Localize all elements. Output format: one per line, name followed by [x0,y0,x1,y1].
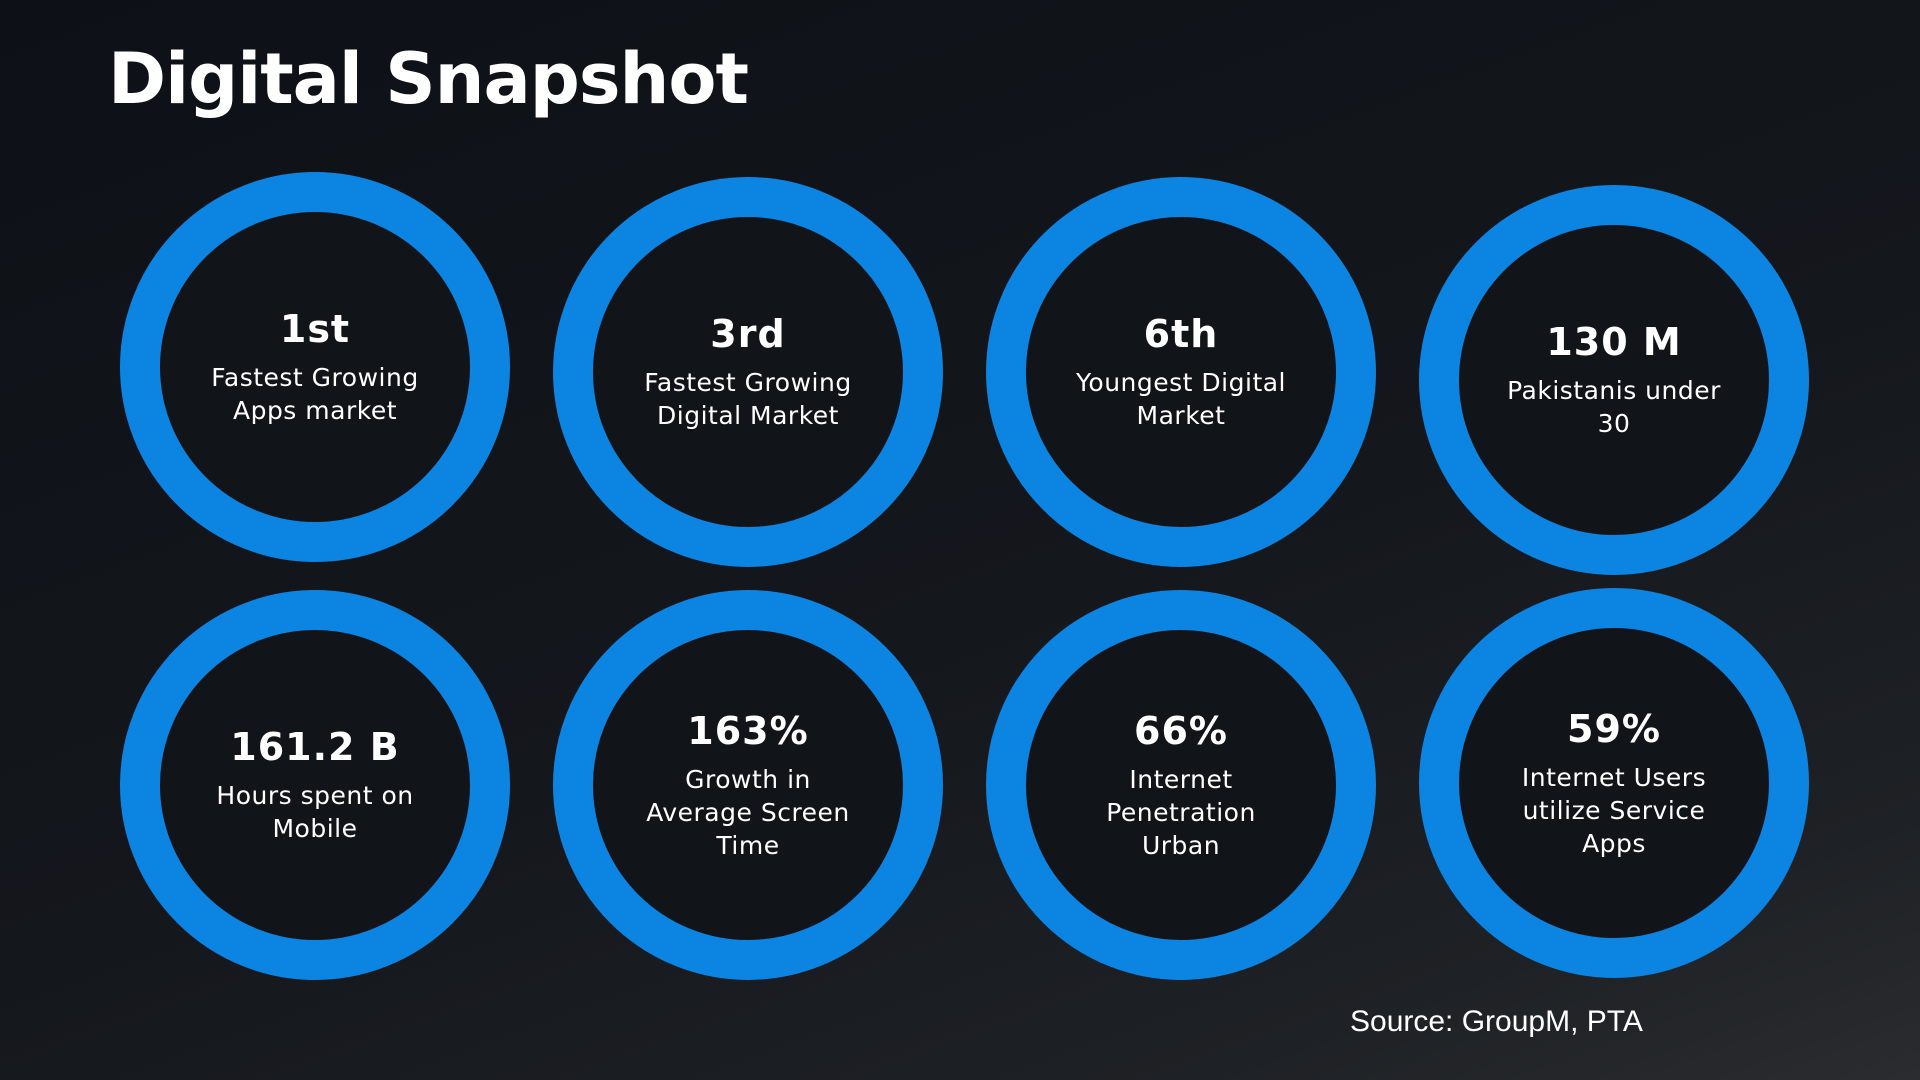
stat-value: 163% [687,708,809,753]
stat-label: Youngest Digital Market [1075,368,1287,430]
source-citation: Source: GroupM, PTA [1350,1005,1643,1038]
stat-value: 59% [1567,706,1661,751]
stat-value: 1st [279,307,351,351]
stat-value: 130 M [1546,320,1682,364]
stat-value: 6th [1143,312,1219,356]
stat-label: Hours spent on Mobile [216,781,414,843]
stat-label: Pakistanis under 30 [1507,376,1721,438]
stat-circle-youngest-market: 6th Youngest Digital Market [986,177,1376,567]
stat-circle-apps-market: 1st Fastest Growing Apps market [120,172,510,562]
stat-label: Internet Users utilize Service Apps [1521,762,1707,858]
stat-label: Fastest Growing Digital Market [644,368,852,430]
stat-value: 3rd [710,312,786,356]
stat-value: 66% [1134,708,1228,753]
stat-circle-urban-penetration: 66% Internet Penetration Urban [986,590,1376,980]
page-title: Digital Snapshot [108,38,749,120]
stat-circle-screen-time: 163% Growth in Average Screen Time [553,590,943,980]
stat-circle-service-apps: 59% Internet Users utilize Service Apps [1419,588,1809,978]
stat-circle-under-30: 130 M Pakistanis under 30 [1419,185,1809,575]
stat-label: Growth in Average Screen Time [646,764,850,860]
stat-circle-mobile-hours: 161.2 B Hours spent on Mobile [120,590,510,980]
stat-value: 161.2 B [230,725,400,769]
stat-label: Internet Penetration Urban [1106,764,1256,860]
stat-label: Fastest Growing Apps market [211,363,419,425]
stat-circle-digital-market: 3rd Fastest Growing Digital Market [553,177,943,567]
